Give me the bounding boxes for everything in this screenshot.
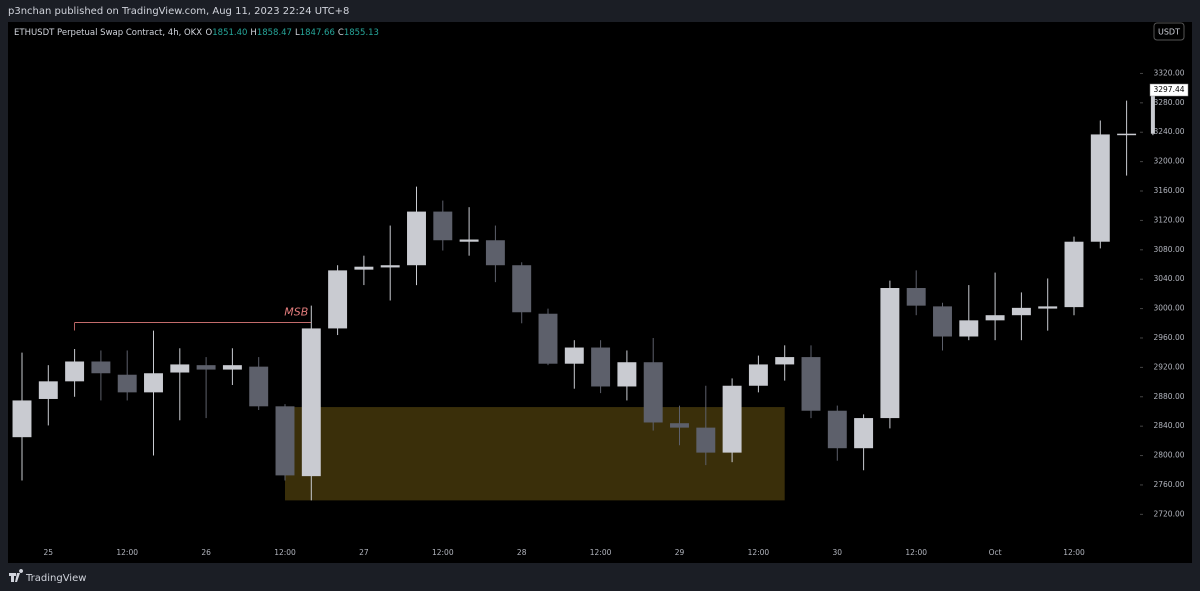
- candle-body: [670, 423, 689, 428]
- x-tick-label: 12:00: [116, 548, 138, 557]
- candle-body: [459, 239, 479, 242]
- y-tick-label: 2760.00: [1153, 480, 1184, 489]
- x-tick-label: 12:00: [748, 548, 770, 557]
- candle-body: [170, 364, 190, 373]
- x-tick-label: Oct: [989, 548, 1002, 557]
- y-tick-label: 3040.00: [1153, 274, 1184, 283]
- candle-body: [775, 357, 795, 365]
- candle-body: [880, 288, 900, 419]
- last-price-label: 3297.44: [1153, 85, 1184, 94]
- candle-body: [249, 366, 269, 407]
- legend-key: O: [206, 28, 213, 38]
- candle-body: [144, 373, 163, 393]
- candle-body: [222, 365, 242, 370]
- candle-body: [1090, 134, 1110, 242]
- footer-text: TradingView: [25, 573, 86, 584]
- y-tick-label: 2880.00: [1153, 392, 1184, 401]
- legend-value: 1858.47: [257, 28, 292, 38]
- candle-body: [722, 385, 742, 453]
- y-tick-label: 2960.00: [1153, 333, 1184, 342]
- candle-body: [512, 265, 532, 313]
- y-tick-label: 3280.00: [1153, 98, 1184, 107]
- candle-body: [433, 211, 453, 241]
- legend-value: 1851.40: [212, 28, 247, 38]
- legend-key: L: [295, 28, 300, 38]
- last-price-box: [1149, 83, 1189, 97]
- candle-body: [538, 313, 558, 364]
- currency-button[interactable]: [1153, 22, 1185, 41]
- y-tick-label: 3160.00: [1153, 186, 1184, 195]
- demand-zone: [285, 407, 785, 501]
- title: ETHUSDT Perpetual Swap Contract, 4h, OKX: [14, 28, 202, 38]
- candle-body: [906, 288, 926, 306]
- footer-logo: TradingView: [9, 569, 86, 584]
- candle-body: [854, 418, 874, 449]
- candle-body: [407, 211, 426, 266]
- legend-value: 1847.66: [300, 28, 335, 38]
- candle-body: [801, 357, 821, 411]
- x-tick-label: 12:00: [905, 548, 927, 557]
- publisher: p3nchan published on TradingView.com, Au…: [8, 6, 349, 17]
- y-tick-label: 3320.00: [1153, 68, 1184, 77]
- msb-label: MSB: [284, 306, 308, 319]
- x-tick-label: 29: [675, 548, 685, 557]
- candle-body: [933, 306, 952, 337]
- candle-body: [38, 381, 58, 399]
- legend-key: H: [250, 28, 256, 38]
- x-tick-label: 12:00: [274, 548, 296, 557]
- candle-body: [591, 347, 611, 387]
- candle-body: [643, 362, 663, 423]
- y-tick-label: 2920.00: [1153, 362, 1184, 371]
- y-tick-label: 3080.00: [1153, 245, 1184, 254]
- candle-body: [1150, 90, 1155, 134]
- currency-label[interactable]: USDT: [1158, 28, 1180, 37]
- y-tick-label: 2800.00: [1153, 451, 1184, 460]
- legend-key: C: [338, 28, 344, 38]
- candle-body: [117, 374, 137, 393]
- y-tick-label: 3200.00: [1153, 157, 1184, 166]
- y-tick-label: 2720.00: [1153, 509, 1184, 518]
- candle-body: [959, 320, 979, 337]
- candle-body: [985, 315, 1005, 321]
- candle-body: [564, 347, 584, 364]
- candle-body: [748, 364, 768, 386]
- x-tick-label: 28: [517, 548, 527, 557]
- candle-body: [1011, 307, 1031, 316]
- candle-body: [12, 400, 32, 438]
- y-tick-label: 3240.00: [1153, 127, 1184, 136]
- candle-body: [696, 427, 716, 453]
- y-tick-label: 3000.00: [1153, 304, 1184, 313]
- legend-value: 1855.13: [344, 28, 379, 38]
- candle-body: [301, 328, 321, 477]
- candle-body: [354, 266, 374, 270]
- x-tick-label: 30: [833, 548, 843, 557]
- candle-body: [617, 362, 637, 387]
- candle-body: [275, 406, 295, 476]
- candle-body: [1117, 133, 1137, 136]
- candle-body: [1064, 241, 1084, 308]
- candle-body: [827, 410, 847, 449]
- candle-body: [380, 265, 400, 268]
- y-tick-label: 2840.00: [1153, 421, 1184, 430]
- x-tick-label: 12:00: [590, 548, 612, 557]
- x-tick-label: 12:00: [1063, 548, 1085, 557]
- y-tick-label: 3120.00: [1153, 215, 1184, 224]
- x-tick-label: 12:00: [432, 548, 454, 557]
- candle-body: [91, 361, 111, 374]
- candle-body: [485, 240, 505, 266]
- x-tick-label: 25: [44, 548, 54, 557]
- chart-title: ETHUSDT Perpetual Swap Contract, 4h, OKX…: [14, 28, 379, 38]
- candle-body: [328, 270, 348, 329]
- candle-body: [65, 361, 85, 382]
- x-tick-label: 26: [201, 548, 211, 557]
- x-tick-label: 27: [359, 548, 369, 557]
- candle-body: [1038, 306, 1058, 309]
- candle-body: [196, 365, 216, 370]
